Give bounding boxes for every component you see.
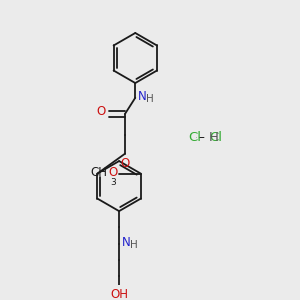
Text: H: H — [209, 131, 219, 144]
Text: H: H — [130, 240, 138, 250]
Text: H: H — [146, 94, 154, 104]
Text: O: O — [120, 157, 130, 169]
Text: O: O — [96, 105, 105, 118]
Text: N: N — [138, 90, 146, 103]
Text: OH: OH — [110, 288, 128, 300]
Text: –: – — [199, 131, 205, 144]
Text: CH: CH — [91, 166, 108, 178]
Text: N: N — [122, 236, 130, 248]
Text: Cl: Cl — [209, 131, 222, 144]
Text: Cl: Cl — [196, 137, 197, 138]
Text: O: O — [108, 166, 117, 178]
Text: Cl: Cl — [188, 131, 201, 144]
Text: 3: 3 — [110, 178, 116, 187]
